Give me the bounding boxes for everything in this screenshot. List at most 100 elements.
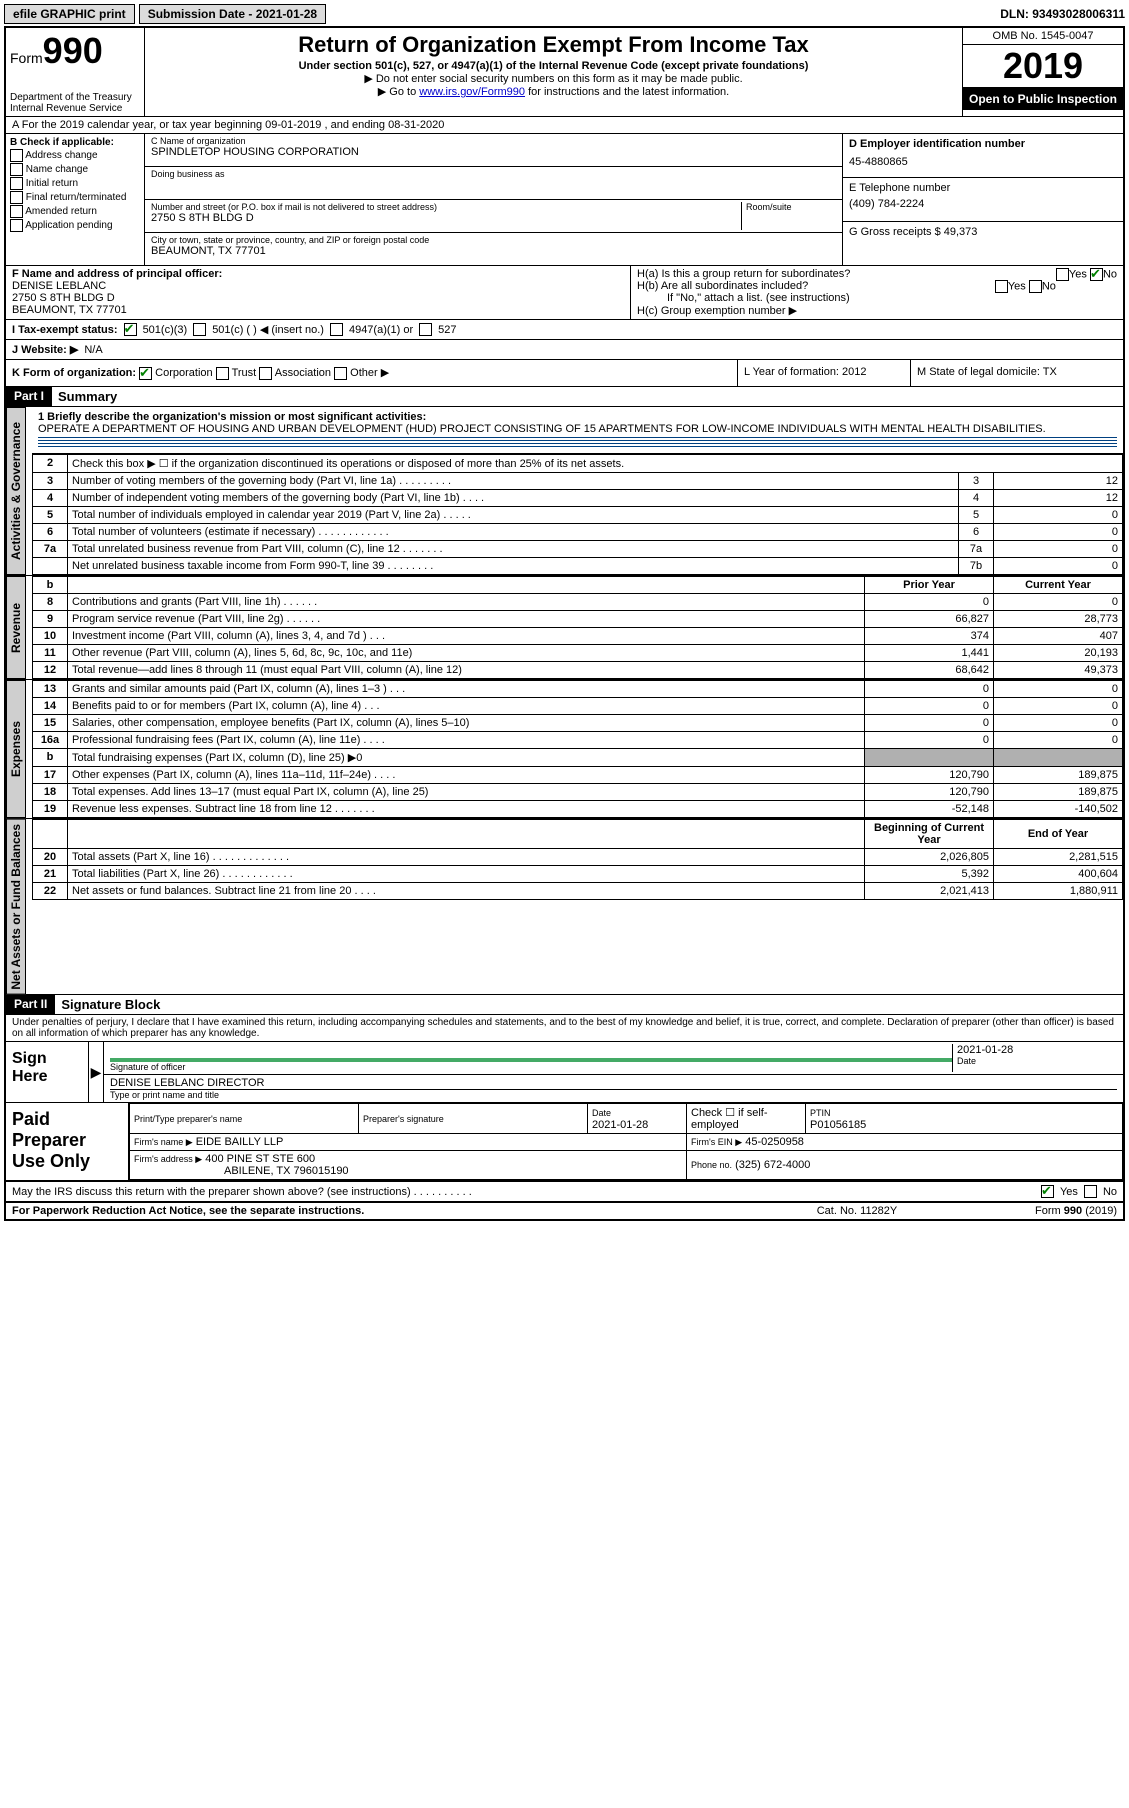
check-name-change[interactable] xyxy=(10,163,23,176)
firm-phone-label: Phone no. xyxy=(691,1160,732,1170)
col-prior: Prior Year xyxy=(865,576,994,593)
row-num: 8 xyxy=(33,593,68,610)
netassets-section: Net Assets or Fund Balances Beginning of… xyxy=(6,819,1123,996)
row-ref: 7b xyxy=(959,557,994,574)
row-num: 3 xyxy=(33,472,68,489)
label-address-change: Address change xyxy=(25,150,97,161)
prior-val: 0 xyxy=(865,731,994,748)
form-990: Form990 Department of the Treasury Inter… xyxy=(4,26,1125,1221)
discuss-yes[interactable] xyxy=(1041,1185,1054,1198)
penalties-text: Under penalties of perjury, I declare th… xyxy=(6,1015,1123,1042)
table-row: 21Total liabilities (Part X, line 26) . … xyxy=(33,865,1123,882)
check-amended[interactable] xyxy=(10,205,23,218)
hb-no[interactable] xyxy=(1029,280,1042,293)
table-row: 12Total revenue—add lines 8 through 11 (… xyxy=(33,661,1123,678)
submission-date-button[interactable]: Submission Date - 2021-01-28 xyxy=(139,4,326,24)
paperwork-notice: For Paperwork Reduction Act Notice, see … xyxy=(12,1205,757,1217)
label-final-return: Final return/terminated xyxy=(26,192,127,203)
discuss-q: May the IRS discuss this return with the… xyxy=(12,1186,1035,1198)
part2-header-row: Part II Signature Block xyxy=(6,995,1123,1015)
name-label: C Name of organization xyxy=(151,136,836,146)
phone-value: (409) 784-2224 xyxy=(849,198,1117,210)
prior-val: 374 xyxy=(865,627,994,644)
firm-ein: 45-0250958 xyxy=(745,1136,804,1148)
j-label: J Website: ▶ xyxy=(12,343,78,356)
tab-netassets: Net Assets or Fund Balances xyxy=(6,819,26,995)
current-val: 28,773 xyxy=(994,610,1123,627)
ha-no-label: No xyxy=(1103,268,1117,280)
row-num: 10 xyxy=(33,627,68,644)
check-assoc[interactable] xyxy=(259,367,272,380)
box-c: C Name of organization SPINDLETOP HOUSIN… xyxy=(145,134,842,265)
row-text: Revenue less expenses. Subtract line 18 … xyxy=(68,800,865,817)
sign-date: 2021-01-28 xyxy=(957,1044,1117,1056)
prior-val: -52,148 xyxy=(865,800,994,817)
hc-label: H(c) Group exemption number ▶ xyxy=(637,304,1117,317)
row-text: Total number of volunteers (estimate if … xyxy=(68,523,959,540)
form-header: Form990 Department of the Treasury Inter… xyxy=(6,28,1123,117)
discuss-no-label: No xyxy=(1103,1186,1117,1198)
discuss-no[interactable] xyxy=(1084,1185,1097,1198)
begin-val: 2,026,805 xyxy=(865,848,994,865)
row-num: 17 xyxy=(33,766,68,783)
check-other[interactable] xyxy=(334,367,347,380)
top-toolbar: efile GRAPHIC print Submission Date - 20… xyxy=(4,4,1125,24)
row-num: 12 xyxy=(33,661,68,678)
row-text: Professional fundraising fees (Part IX, … xyxy=(68,731,865,748)
check-trust[interactable] xyxy=(216,367,229,380)
name-label: Type or print name and title xyxy=(110,1089,1117,1100)
row-ref: 5 xyxy=(959,506,994,523)
table-row: 22Net assets or fund balances. Subtract … xyxy=(33,882,1123,899)
line-a: A For the 2019 calendar year, or tax yea… xyxy=(6,117,1123,134)
firm-ein-label: Firm's EIN ▶ xyxy=(691,1137,742,1147)
check-pending[interactable] xyxy=(10,219,23,232)
row-text: Total revenue—add lines 8 through 11 (mu… xyxy=(68,661,865,678)
row-text: Benefits paid to or for members (Part IX… xyxy=(68,697,865,714)
label-corp: Corporation xyxy=(155,367,212,379)
prior-val: 120,790 xyxy=(865,766,994,783)
table-row: 16aProfessional fundraising fees (Part I… xyxy=(33,731,1123,748)
year-formation: L Year of formation: 2012 xyxy=(737,360,910,386)
check-527[interactable] xyxy=(419,323,432,336)
row-num: b xyxy=(33,576,68,593)
cat-no: Cat. No. 11282Y xyxy=(757,1205,957,1217)
part1-header-row: Part I Summary xyxy=(6,387,1123,407)
check-501c[interactable] xyxy=(193,323,206,336)
table-row: 20Total assets (Part X, line 16) . . . .… xyxy=(33,848,1123,865)
row-text: Total assets (Part X, line 16) . . . . .… xyxy=(68,848,865,865)
row-val: 12 xyxy=(994,472,1123,489)
org-city: BEAUMONT, TX 77701 xyxy=(151,245,836,257)
efile-button[interactable]: efile GRAPHIC print xyxy=(4,4,135,24)
preparer-sig-label: Preparer's signature xyxy=(363,1114,444,1124)
check-501c3[interactable] xyxy=(124,323,137,336)
prior-val: 120,790 xyxy=(865,783,994,800)
check-corp[interactable] xyxy=(139,367,152,380)
netassets-table: Beginning of Current YearEnd of Year 20T… xyxy=(32,819,1123,900)
row-j-website: J Website: ▶ N/A xyxy=(6,340,1123,360)
check-4947[interactable] xyxy=(330,323,343,336)
hb-yes[interactable] xyxy=(995,280,1008,293)
blank xyxy=(33,819,68,848)
check-address-change[interactable] xyxy=(10,149,23,162)
check-initial-return[interactable] xyxy=(10,177,23,190)
ha-no[interactable] xyxy=(1090,268,1103,281)
row-num: 13 xyxy=(33,680,68,697)
ha-yes[interactable] xyxy=(1056,268,1069,281)
irs-link[interactable]: www.irs.gov/Form990 xyxy=(419,86,525,98)
table-row: Net unrelated business taxable income fr… xyxy=(33,557,1123,574)
box-b: B Check if applicable: Address change Na… xyxy=(6,134,145,265)
officer-name-title: DENISE LEBLANC DIRECTOR xyxy=(110,1077,1117,1089)
tab-governance: Activities & Governance xyxy=(6,407,26,575)
form-title: Return of Organization Exempt From Incom… xyxy=(151,32,956,58)
expenses-table: 13Grants and similar amounts paid (Part … xyxy=(32,680,1123,818)
label-501c: 501(c) ( ) ◀ (insert no.) xyxy=(212,323,324,336)
row-num: 11 xyxy=(33,644,68,661)
row-val: 0 xyxy=(994,540,1123,557)
table-row: bTotal fundraising expenses (Part IX, co… xyxy=(33,748,1123,766)
table-row: 4Number of independent voting members of… xyxy=(33,489,1123,506)
table-row: 17Other expenses (Part IX, column (A), l… xyxy=(33,766,1123,783)
row-text: Grants and similar amounts paid (Part IX… xyxy=(68,680,865,697)
row-num: 2 xyxy=(33,454,68,472)
check-final-return[interactable] xyxy=(10,191,23,204)
prior-val: 0 xyxy=(865,714,994,731)
